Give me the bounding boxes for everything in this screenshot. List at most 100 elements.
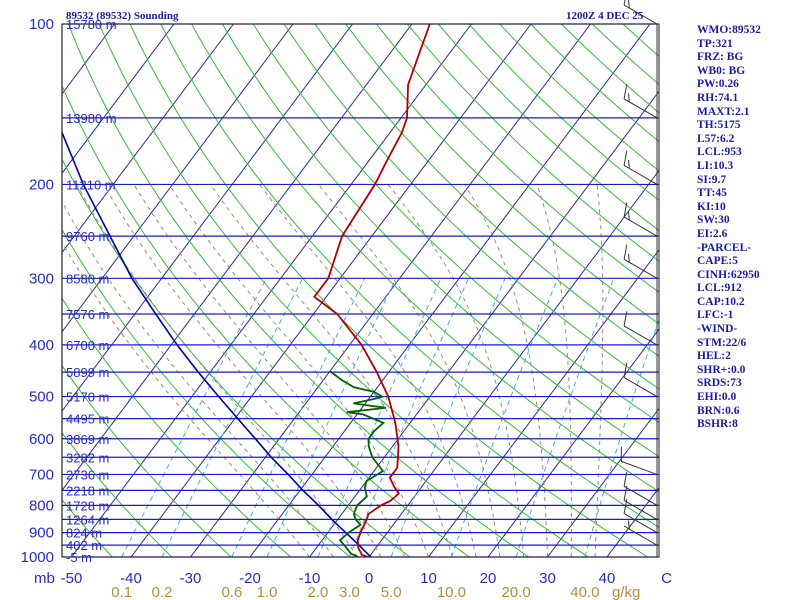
index-item: HEL:2 xyxy=(697,350,731,363)
wind-barb xyxy=(623,84,658,119)
temperature-tick-label: -10 xyxy=(299,570,321,587)
dry-adiabat-line xyxy=(561,24,659,114)
index-item: SI:9.7 xyxy=(697,173,727,186)
height-label: 15780 m xyxy=(66,17,117,32)
index-item: KI:10 xyxy=(697,200,726,213)
height-label: 4495 m xyxy=(66,412,109,427)
index-item: CAP:10.2 xyxy=(697,295,745,308)
temperature-tick-label: -30 xyxy=(180,570,202,587)
barb-feather xyxy=(623,150,628,166)
mixing-ratio-label: 2.0 xyxy=(308,584,329,600)
pressure-unit-label: mb xyxy=(34,570,55,587)
isotherm-line xyxy=(487,328,659,557)
height-label: 7576 m xyxy=(66,307,109,322)
index-item: EI:2.6 xyxy=(697,227,728,240)
index-item: LI:10.3 xyxy=(697,159,734,172)
height-label: 13980 m xyxy=(66,111,117,126)
height-label: 5899 m xyxy=(66,365,109,380)
height-label: -5 m xyxy=(66,550,92,565)
dry-adiabat-line xyxy=(129,24,649,557)
index-item: FRZ: BG xyxy=(697,51,744,64)
barb-feather xyxy=(628,159,630,169)
index-item: SHR+:0.0 xyxy=(697,363,746,376)
height-label: 6700 m xyxy=(66,338,109,353)
temperature-tick-label: 30 xyxy=(539,570,556,587)
sounding-title: 89532 (89532) Sounding xyxy=(66,10,179,22)
wind-barbs xyxy=(620,0,658,557)
moist-adiabat-line xyxy=(209,184,453,557)
isotherm-line xyxy=(62,24,175,175)
moist-adiabat-line xyxy=(62,241,310,557)
sounding-profiles xyxy=(62,24,431,557)
barb-feather xyxy=(623,202,628,218)
isotherm-line xyxy=(130,24,532,557)
isotherm-line xyxy=(62,24,234,254)
height-label: 824 m xyxy=(66,526,102,541)
barb-shaft xyxy=(623,164,658,185)
index-item: TH:5175 xyxy=(697,119,741,132)
index-item: -WIND- xyxy=(697,323,738,336)
barb-shaft xyxy=(623,4,658,25)
mixing-ratio-label: 10.0 xyxy=(437,584,466,600)
index-item: CINH:62950 xyxy=(697,268,760,281)
height-label: 3869 m xyxy=(66,432,109,447)
mixing-ratio-line xyxy=(450,278,559,557)
wind-barb xyxy=(623,244,658,279)
pressure-label: 1000 xyxy=(21,549,54,566)
index-item: SRDS:73 xyxy=(697,377,742,390)
index-item: L57:6.2 xyxy=(697,132,735,145)
mixing-ratio-line xyxy=(349,278,470,557)
mixing-ratio-label: 0.6 xyxy=(221,584,242,600)
barb-feather xyxy=(623,362,628,378)
index-item: LFC:-1 xyxy=(697,309,734,322)
moist-adiabat-line xyxy=(464,184,548,557)
barb-feather xyxy=(623,471,628,487)
wind-barb xyxy=(623,202,658,237)
barb-shaft xyxy=(623,98,658,119)
temperature-trace xyxy=(313,24,431,557)
height-label: 402 m xyxy=(66,538,102,553)
moist-adiabat-line xyxy=(536,184,572,557)
mixing-ratio-line xyxy=(515,278,615,557)
mixing-ratio-line xyxy=(390,278,506,557)
barb-feather xyxy=(628,0,630,9)
wind-barb xyxy=(623,471,658,506)
index-item: -PARCEL- xyxy=(697,241,752,254)
index-item: TT:45 xyxy=(697,187,727,200)
pressure-label: 400 xyxy=(29,337,54,354)
valid-time: 1200Z 4 DEC 25 xyxy=(566,10,644,22)
isotherm-line xyxy=(249,24,651,557)
moist-adiabat-line xyxy=(387,184,525,557)
barb-feather xyxy=(623,498,628,514)
mixing-ratio-label: 1.0 xyxy=(257,584,278,600)
wind-barb xyxy=(623,362,658,397)
index-item: WMO:89532 xyxy=(697,24,761,36)
barb-feather xyxy=(623,244,628,260)
index-item: BSHR:8 xyxy=(697,418,738,431)
moist-adiabat-line xyxy=(594,184,604,557)
barb-feather xyxy=(628,211,630,221)
height-label: 3282 m xyxy=(66,450,109,465)
temperature-tick-label: -40 xyxy=(120,570,142,587)
grid-lines xyxy=(62,24,659,557)
pressure-label: 900 xyxy=(29,525,54,542)
height-label: 1264 m xyxy=(66,512,109,527)
indices-panel: WMO:89532 TP:321 FRZ: BG WB0: BG PW:0.26 RH:7… xyxy=(697,24,761,432)
mixing-ratio-label: 40.0 xyxy=(570,584,599,600)
barb-shaft xyxy=(623,485,658,506)
mixing-ratio-line xyxy=(266,278,397,557)
isotherm-line xyxy=(368,169,659,557)
barb-shaft xyxy=(623,216,658,237)
index-item: SW:30 xyxy=(697,214,730,227)
barb-feather xyxy=(628,93,630,102)
temperature-tick-label: 0 xyxy=(365,570,373,587)
mixing-ratio-line xyxy=(317,278,442,557)
pressure-label: 500 xyxy=(29,389,54,406)
barb-feather xyxy=(623,311,628,326)
pressure-label: 800 xyxy=(29,497,54,514)
barb-shaft xyxy=(621,460,658,475)
index-item: EHI:0.0 xyxy=(697,391,737,404)
pressure-label: 600 xyxy=(29,431,54,448)
